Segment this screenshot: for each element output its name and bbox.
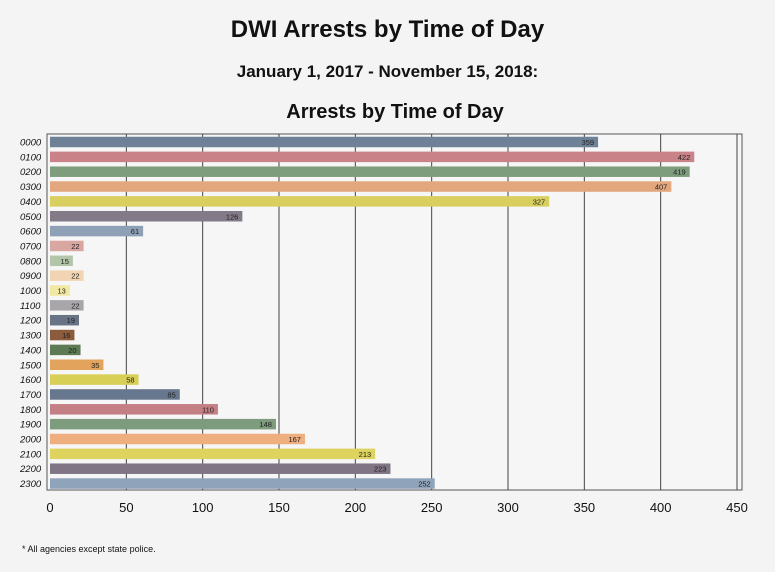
y-tick-label: 1300	[20, 331, 42, 342]
y-tick-label: 2000	[19, 435, 42, 446]
bar	[50, 359, 104, 370]
bar-value-label: 61	[131, 227, 139, 236]
bar	[50, 448, 376, 460]
y-tick-label: 1500	[20, 360, 42, 371]
bar-value-label: 58	[126, 376, 134, 385]
bar	[50, 478, 435, 489]
y-tick-label: 0600	[20, 227, 42, 238]
bar-value-label: 148	[259, 420, 272, 429]
bar	[50, 300, 84, 311]
bars: 3594224194073271266122152213221916203558…	[50, 136, 695, 489]
page-title: DWI Arrests by Time of Day	[230, 16, 545, 43]
bar	[50, 181, 672, 192]
y-tick-label: 0400	[20, 197, 42, 208]
y-tick-label: 1600	[20, 375, 42, 386]
bar-value-label: 16	[62, 331, 70, 340]
bar-value-label: 110	[202, 405, 214, 414]
bar	[50, 285, 70, 296]
y-tick-label: 0300	[20, 182, 42, 193]
x-tick-label: 50	[119, 500, 133, 515]
bar-value-label: 422	[678, 153, 691, 162]
bar-value-label: 359	[582, 138, 595, 147]
y-tick-label: 1400	[20, 345, 42, 356]
bar	[50, 225, 144, 237]
x-tick-label: 150	[268, 500, 290, 515]
bar	[50, 270, 84, 281]
y-tick-label: 1200	[20, 316, 42, 327]
x-tick-label: 100	[192, 500, 214, 515]
bar	[50, 463, 391, 474]
bar-value-label: 327	[533, 197, 546, 206]
y-tick-label: 2300	[19, 479, 42, 490]
y-tick-label: 2200	[19, 464, 42, 475]
chart-title: Arrests by Time of Day	[286, 101, 504, 123]
y-tick-labels: 0000 0100 0200 0300 0400 0500 0600 0700 0800 0900…	[19, 138, 42, 491]
bar	[50, 196, 550, 207]
y-tick-label: 1800	[20, 405, 42, 416]
y-tick-label: 1700	[20, 390, 42, 401]
y-tick-label: 1900	[20, 420, 42, 431]
bar-value-label: 213	[359, 450, 372, 459]
bar-value-label: 126	[226, 212, 239, 221]
footnote: * All agencies except state police.	[22, 544, 156, 554]
x-tick-label: 300	[497, 500, 519, 515]
x-tick-label: 450	[726, 500, 748, 515]
bar-value-label: 13	[58, 287, 66, 296]
bar	[50, 418, 276, 430]
bar-value-label: 22	[71, 272, 79, 281]
x-tick-label: 0	[46, 500, 53, 515]
bar	[50, 240, 84, 252]
bar-value-label: 419	[673, 168, 686, 177]
x-tick-label: 350	[573, 500, 595, 515]
y-tick-label: 1100	[20, 301, 41, 312]
bar	[50, 211, 243, 222]
bar	[50, 136, 599, 148]
x-tick-label: 250	[421, 500, 443, 515]
bar-value-label: 35	[91, 361, 99, 370]
bar-value-label: 20	[68, 346, 76, 355]
bar-value-label: 22	[71, 301, 79, 310]
bar-value-label: 167	[288, 435, 301, 444]
bar-value-label: 407	[655, 183, 668, 192]
bar-value-label: 19	[67, 316, 75, 325]
bar	[50, 166, 690, 177]
y-tick-label: 0500	[20, 212, 42, 223]
gridlines	[125, 134, 738, 490]
y-tick-label: 0200	[20, 167, 42, 178]
x-tick-label: 400	[650, 500, 672, 515]
y-tick-label: 0700	[20, 241, 42, 252]
bar	[50, 344, 81, 356]
y-tick-label: 0100	[20, 152, 42, 163]
bar	[50, 151, 695, 163]
plot-area	[46, 133, 743, 491]
bar	[50, 374, 139, 385]
y-tick-label: 0900	[20, 271, 42, 282]
y-tick-label: 0000	[20, 138, 42, 149]
bar	[50, 255, 73, 267]
bar-value-label: 252	[418, 480, 431, 489]
date-range-subtitle: January 1, 2017 - November 15, 2018:	[236, 62, 539, 81]
y-tick-label: 2100	[19, 449, 42, 460]
bar	[50, 404, 218, 415]
x-tick-labels: 0 50 100 150 200 250 300 350 400 450	[46, 500, 747, 515]
y-tick-label: 1000	[20, 286, 42, 297]
bar	[50, 433, 305, 445]
bar-value-label: 223	[374, 465, 387, 474]
y-tick-label: 0800	[20, 256, 42, 267]
bar	[50, 329, 75, 341]
bar	[50, 314, 80, 326]
bar-value-label: 15	[61, 257, 69, 266]
bar-value-label: 22	[71, 242, 79, 251]
x-tick-label: 200	[344, 500, 366, 515]
bar-value-label: 85	[167, 390, 175, 399]
bar	[50, 389, 180, 400]
